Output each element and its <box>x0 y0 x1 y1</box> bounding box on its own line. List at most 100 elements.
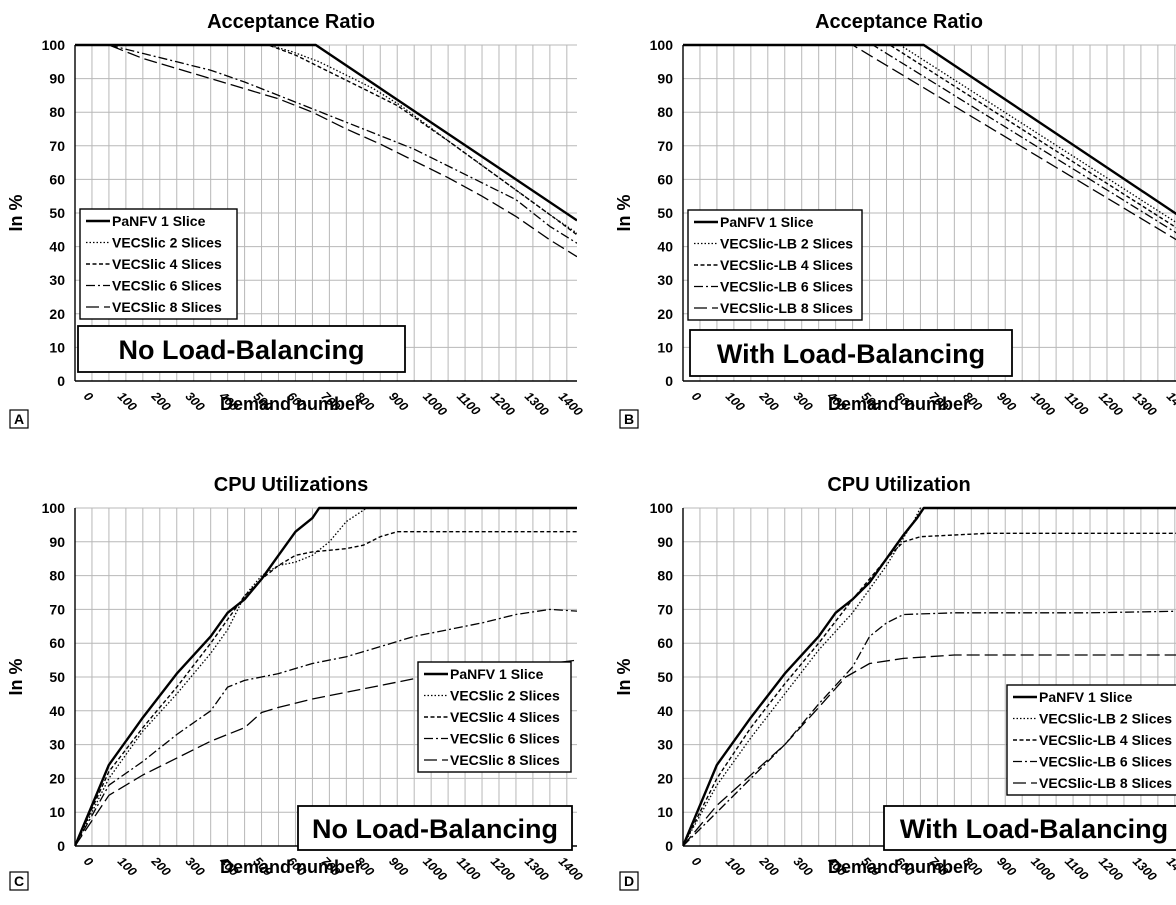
series-lines <box>75 43 577 258</box>
y-tick-label: 30 <box>49 737 65 753</box>
y-tick-label: 60 <box>657 635 673 651</box>
legend-label: VECSlic-LB 8 Slices <box>1039 775 1172 791</box>
annotation-label: With Load-Balancing <box>717 339 985 369</box>
legend-label: VECSlic 8 Slices <box>112 299 222 315</box>
x-tick-label: 1400 <box>556 389 586 419</box>
y-tick-label: 40 <box>657 703 673 719</box>
x-tick-label: 300 <box>791 854 816 879</box>
legend-label: VECSlic 4 Slices <box>450 709 560 725</box>
x-tick-label: 1300 <box>1130 389 1160 419</box>
x-tick-label: 200 <box>148 389 173 414</box>
series-line-1 <box>683 43 1176 216</box>
y-tick-label: 30 <box>657 272 673 288</box>
x-tick-label: 1300 <box>522 389 552 419</box>
legend-label: VECSlic-LB 8 Slices <box>720 300 853 316</box>
x-tick-label: 1200 <box>1096 854 1126 884</box>
y-tick-label: 60 <box>49 171 65 187</box>
x-tick-label: 0 <box>81 854 96 869</box>
y-tick-label: 100 <box>650 500 674 516</box>
x-tick-label: 1200 <box>488 389 518 419</box>
y-tick-label: 60 <box>657 171 673 187</box>
x-tick-label: 1100 <box>1062 389 1091 418</box>
x-tick-label: 1000 <box>420 389 450 419</box>
x-axis-label: Demand number <box>220 394 362 414</box>
y-axis-label: In % <box>6 194 26 231</box>
series-line-1 <box>75 506 577 847</box>
x-tick-label: 300 <box>183 389 208 414</box>
annotation-box <box>297 805 573 851</box>
panel-tag-box <box>619 409 639 429</box>
panel-tag: D <box>624 873 634 889</box>
panel-tag: B <box>624 411 634 427</box>
y-tick-label: 90 <box>49 71 65 87</box>
x-tick-label: 1400 <box>1164 854 1176 884</box>
legend-label: PaNFV 1 Slice <box>720 214 814 230</box>
x-tick-label: 1200 <box>488 854 518 884</box>
series-line-3 <box>683 532 1176 847</box>
legend-label: VECSlic 6 Slices <box>112 278 222 294</box>
panel-tag-box <box>9 871 29 891</box>
series-lines <box>683 43 1176 241</box>
annotation-box <box>689 329 1013 377</box>
annotation-box <box>77 325 406 373</box>
x-tick-label: 100 <box>723 389 748 414</box>
series-line-5 <box>683 654 1176 847</box>
y-tick-label: 40 <box>49 703 65 719</box>
y-tick-label: 100 <box>650 37 674 53</box>
y-axis-label: In % <box>6 658 26 695</box>
legend-label: VECSlic-LB 4 Slices <box>720 257 853 273</box>
panel-tag-box <box>9 409 29 429</box>
x-tick-label: 200 <box>148 854 173 879</box>
series-line-3 <box>75 44 577 236</box>
series-line-2 <box>683 507 1176 847</box>
y-tick-label: 20 <box>657 770 673 786</box>
y-tick-label: 0 <box>57 373 65 389</box>
x-tick-label: 1400 <box>556 854 586 884</box>
legend-label: VECSlic 2 Slices <box>450 688 560 704</box>
series-lines <box>683 506 1176 847</box>
series-line-2 <box>75 44 577 234</box>
y-tick-label: 20 <box>657 306 673 322</box>
y-tick-label: 10 <box>657 339 673 355</box>
y-tick-label: 50 <box>49 669 65 685</box>
chart-title: Acceptance Ratio <box>815 11 983 33</box>
series-line-4 <box>75 608 577 847</box>
y-axis-label: In % <box>614 194 634 231</box>
legend-label: VECSlic 6 Slices <box>450 731 560 747</box>
y-tick-label: 30 <box>49 272 65 288</box>
series-line-2 <box>683 44 1176 224</box>
series-line-2 <box>75 507 577 847</box>
legend-label: PaNFV 1 Slice <box>1039 689 1133 705</box>
series-line-4 <box>75 44 577 244</box>
y-tick-label: 50 <box>49 205 65 221</box>
legend-label: VECSlic-LB 2 Slices <box>720 236 853 252</box>
y-tick-label: 0 <box>665 838 673 854</box>
x-tick-label: 300 <box>183 854 208 879</box>
chart-title: CPU Utilizations <box>214 474 368 496</box>
x-tick-label: 0 <box>689 389 704 404</box>
x-axis-label: Demand number <box>220 857 362 877</box>
x-tick-label: 900 <box>386 854 411 879</box>
annotation-label: No Load-Balancing <box>312 814 558 844</box>
series-line-3 <box>75 531 577 847</box>
y-tick-label: 70 <box>657 138 673 154</box>
x-tick-label: 1200 <box>1096 389 1126 419</box>
x-tick-label: 1100 <box>454 854 483 883</box>
x-tick-label: 1300 <box>522 854 552 884</box>
x-tick-label: 1300 <box>1130 854 1160 884</box>
x-tick-label: 1000 <box>1028 389 1058 419</box>
y-tick-label: 0 <box>57 838 65 854</box>
x-tick-label: 1000 <box>1028 854 1058 884</box>
legend-label: VECSlic-LB 2 Slices <box>1039 711 1172 727</box>
legend-label: VECSlic-LB 6 Slices <box>720 279 853 295</box>
x-tick-label: 900 <box>994 389 1019 414</box>
legend-box <box>687 209 863 321</box>
legend: PaNFV 1 Slice VECSlic-LB 2 Slices VECSlic-… <box>687 209 863 321</box>
annotation-box <box>883 805 1176 851</box>
legend-label: VECSlic 4 Slices <box>112 256 222 272</box>
y-tick-label: 10 <box>657 804 673 820</box>
